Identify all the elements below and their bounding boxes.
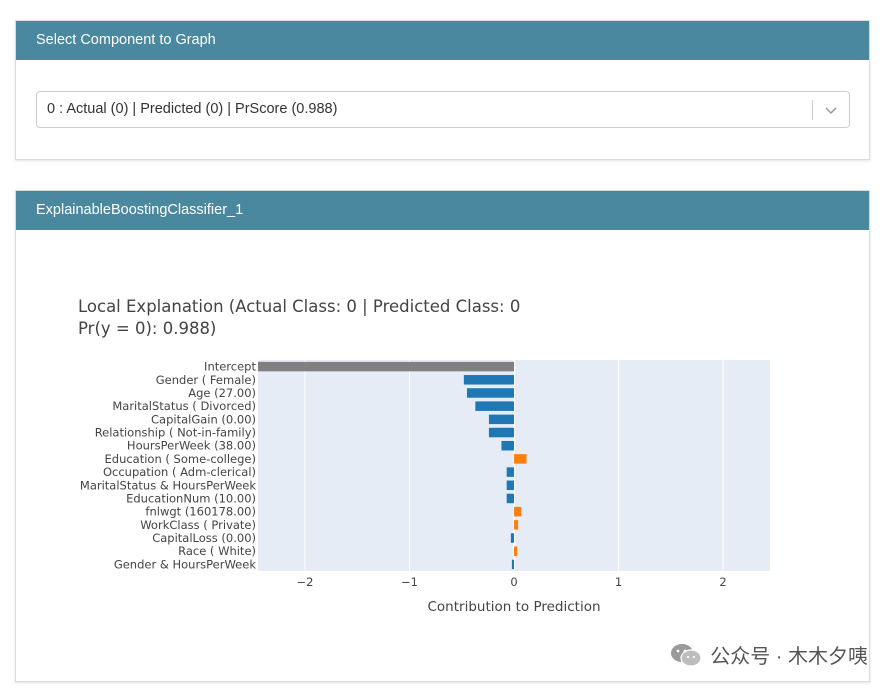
bar[interactable] bbox=[514, 520, 519, 530]
local-explanation-chart: Local Explanation (Actual Class: 0 | Pre… bbox=[78, 297, 770, 615]
y-tick-label: CapitalLoss (0.00) bbox=[152, 531, 256, 545]
watermark-text: 公众号 · 木木夕咦 bbox=[710, 646, 868, 668]
x-tick-label: 0 bbox=[510, 575, 517, 589]
y-tick-label: Age (27.00) bbox=[188, 386, 256, 400]
graph-panel: ExplainableBoostingClassifier_1 Local Ex… bbox=[15, 190, 870, 682]
y-tick-label: HoursPerWeek (38.00) bbox=[127, 439, 256, 453]
bar[interactable] bbox=[488, 414, 514, 425]
y-tick-label: MaritalStatus & HoursPerWeek bbox=[80, 478, 256, 492]
bar[interactable] bbox=[511, 559, 514, 570]
y-tick-label: CapitalGain (0.00) bbox=[151, 412, 256, 426]
component-dropdown[interactable]: 0 : Actual (0) | Predicted (0) | PrScore… bbox=[36, 91, 850, 128]
y-tick-label: Race ( White) bbox=[178, 544, 256, 558]
y-tick-label: WorkClass ( Private) bbox=[140, 518, 256, 532]
bar[interactable] bbox=[475, 401, 514, 411]
bar[interactable] bbox=[514, 454, 527, 464]
x-tick-label: −1 bbox=[401, 575, 418, 589]
x-tick-label: 2 bbox=[719, 575, 726, 589]
chart-title-line2: Pr(y = 0): 0.988) bbox=[78, 319, 216, 338]
watermark: 公众号 · 木木夕咦 bbox=[670, 640, 868, 669]
bar[interactable] bbox=[506, 467, 514, 477]
select-component-header: Select Component to Graph bbox=[16, 21, 869, 60]
x-tick-label: −2 bbox=[297, 575, 314, 589]
bars bbox=[258, 361, 527, 570]
bar[interactable] bbox=[506, 480, 514, 491]
dropdown-separator bbox=[812, 100, 813, 120]
bar[interactable] bbox=[510, 533, 514, 543]
chart-title-line1: Local Explanation (Actual Class: 0 | Pre… bbox=[78, 297, 520, 316]
y-tick-label: Gender & HoursPerWeek bbox=[114, 557, 257, 571]
y-tick-label: Intercept bbox=[204, 360, 256, 374]
bar[interactable] bbox=[488, 427, 514, 438]
bar[interactable] bbox=[514, 506, 522, 517]
x-axis-title: Contribution to Prediction bbox=[427, 599, 600, 615]
y-tick-label: fnlwgt (160178.00) bbox=[145, 505, 256, 519]
y-tick-label: Gender ( Female) bbox=[156, 373, 256, 387]
select-component-panel: Select Component to Graph 0 : Actual (0)… bbox=[15, 20, 870, 160]
y-tick-label: MaritalStatus ( Divorced) bbox=[112, 399, 256, 413]
x-tick-label: 1 bbox=[615, 575, 622, 589]
y-tick-label: EducationNum (10.00) bbox=[126, 491, 256, 505]
bar[interactable] bbox=[466, 388, 514, 398]
bar[interactable] bbox=[514, 546, 518, 556]
bar[interactable] bbox=[506, 493, 514, 504]
y-tick-label: Education ( Some-college) bbox=[105, 452, 257, 466]
chevron-down-icon[interactable] bbox=[824, 103, 838, 117]
wechat-icon bbox=[671, 643, 702, 667]
bar[interactable] bbox=[258, 361, 514, 372]
bar[interactable] bbox=[501, 440, 514, 451]
graph-panel-header: ExplainableBoostingClassifier_1 bbox=[16, 191, 869, 230]
y-tick-label: Occupation ( Adm-clerical) bbox=[103, 465, 256, 479]
y-tick-label: Relationship ( Not-in-family) bbox=[95, 426, 256, 440]
bar[interactable] bbox=[463, 375, 514, 385]
x-tick-labels: −2 −1 0 1 2 bbox=[297, 575, 727, 589]
dropdown-selected-value: 0 : Actual (0) | Predicted (0) | PrScore… bbox=[47, 101, 338, 117]
